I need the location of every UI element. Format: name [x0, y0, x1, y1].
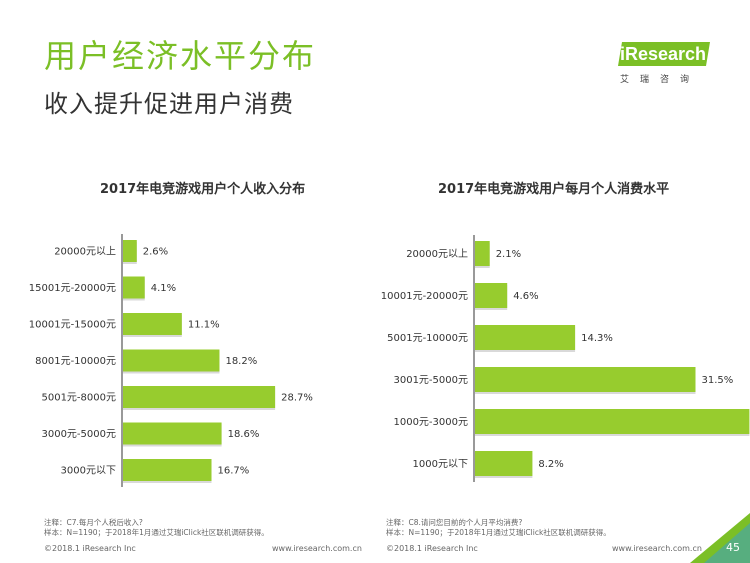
bar-3 [475, 367, 696, 392]
consumption-bar-chart: 20000元以上 2.1% 10001元-20000元 4.6% 5001元-10000… [381, 235, 750, 482]
value-label: 18.6% [228, 429, 260, 440]
category-label: 8001元-10000元 [35, 356, 116, 367]
value-label: 18.2% [225, 356, 257, 367]
category-label: 5001元-10000元 [387, 333, 468, 344]
note-income-line2: 样本：N=1190；于2018年1月通过艾瑞iClick社区联机调研获得。 [44, 528, 269, 537]
bar-4 [475, 409, 750, 434]
value-label: 4.6% [513, 291, 538, 302]
value-label: 31.5% [702, 375, 734, 386]
page-number: 45 [726, 541, 740, 554]
bar-5 [123, 422, 222, 445]
category-label: 20000元以上 [406, 248, 468, 260]
bar-5 [475, 451, 533, 476]
category-label: 10001元-20000元 [381, 291, 468, 302]
note-consumption-line1: 注释：C8.请问您目前的个人月平均消费? [386, 518, 523, 527]
logo-cn-text: 艾瑞咨询 [620, 75, 701, 85]
bar-6 [123, 459, 212, 481]
bar-3 [123, 349, 220, 372]
footer-url-left: www.iresearch.com.cn [272, 544, 362, 553]
value-label: 2.1% [496, 249, 521, 260]
footer-copyright-right: ©2018.1 iResearch Inc [386, 544, 478, 553]
note-consumption-line2: 样本：N=1190；于2018年1月通过艾瑞iClick社区联机调研获得。 [386, 528, 611, 537]
page-subtitle: 收入提升促进用户消费 [44, 90, 294, 118]
category-label: 5001元-8000元 [41, 393, 116, 404]
category-label: 10001元-15000元 [29, 320, 116, 331]
value-label: 2.6% [143, 247, 168, 258]
bar-0 [475, 241, 490, 266]
value-label: 28.7% [281, 393, 313, 404]
logo-text: iResearch [620, 44, 707, 64]
category-label: 15001元-20000元 [29, 283, 116, 294]
category-label: 3000元-5000元 [41, 429, 116, 440]
income-bar-chart: 20000元以上 2.6% 15001元-20000元 4.1% 10001元-1500… [29, 234, 313, 487]
category-label: 1000元-3000元 [393, 417, 468, 428]
bar-1 [475, 283, 508, 308]
chart-title-income: 2017年电竞游戏用户个人收入分布 [100, 182, 306, 197]
note-consumption: 注释：C8.请问您目前的个人月平均消费? 样本：N=1190；于2018年1月通… [386, 518, 611, 538]
corner-decoration [690, 513, 750, 563]
footer-url-right: www.iresearch.com.cn [612, 544, 702, 553]
bar-0 [123, 240, 137, 262]
footer-copyright-left: ©2018.1 iResearch Inc [44, 544, 136, 553]
chart-title-consumption: 2017年电竞游戏用户每月个人消费水平 [438, 182, 670, 197]
category-label: 1000元以下 [413, 459, 468, 470]
category-label: 3000元以下 [61, 466, 116, 477]
bar-2 [123, 313, 182, 335]
note-income-line1: 注释：C7.每月个人税后收入? [44, 518, 143, 527]
category-label: 3001元-5000元 [393, 375, 468, 386]
value-label: 4.1% [151, 283, 176, 294]
value-label: 11.1% [188, 320, 220, 331]
bar-2 [475, 325, 576, 350]
value-label: 16.7% [218, 466, 250, 477]
note-income: 注释：C7.每月个人税后收入? 样本：N=1190；于2018年1月通过艾瑞iC… [44, 518, 269, 538]
logo-badge-icon [618, 42, 710, 66]
iresearch-logo: iResearch 艾瑞咨询 [612, 42, 712, 90]
value-label: 8.2% [538, 459, 563, 470]
category-label: 20000元以上 [54, 246, 116, 258]
bar-1 [123, 276, 145, 299]
value-label: 14.3% [581, 333, 613, 344]
page-title: 用户经济水平分布 [44, 37, 317, 75]
bar-4 [123, 386, 276, 408]
